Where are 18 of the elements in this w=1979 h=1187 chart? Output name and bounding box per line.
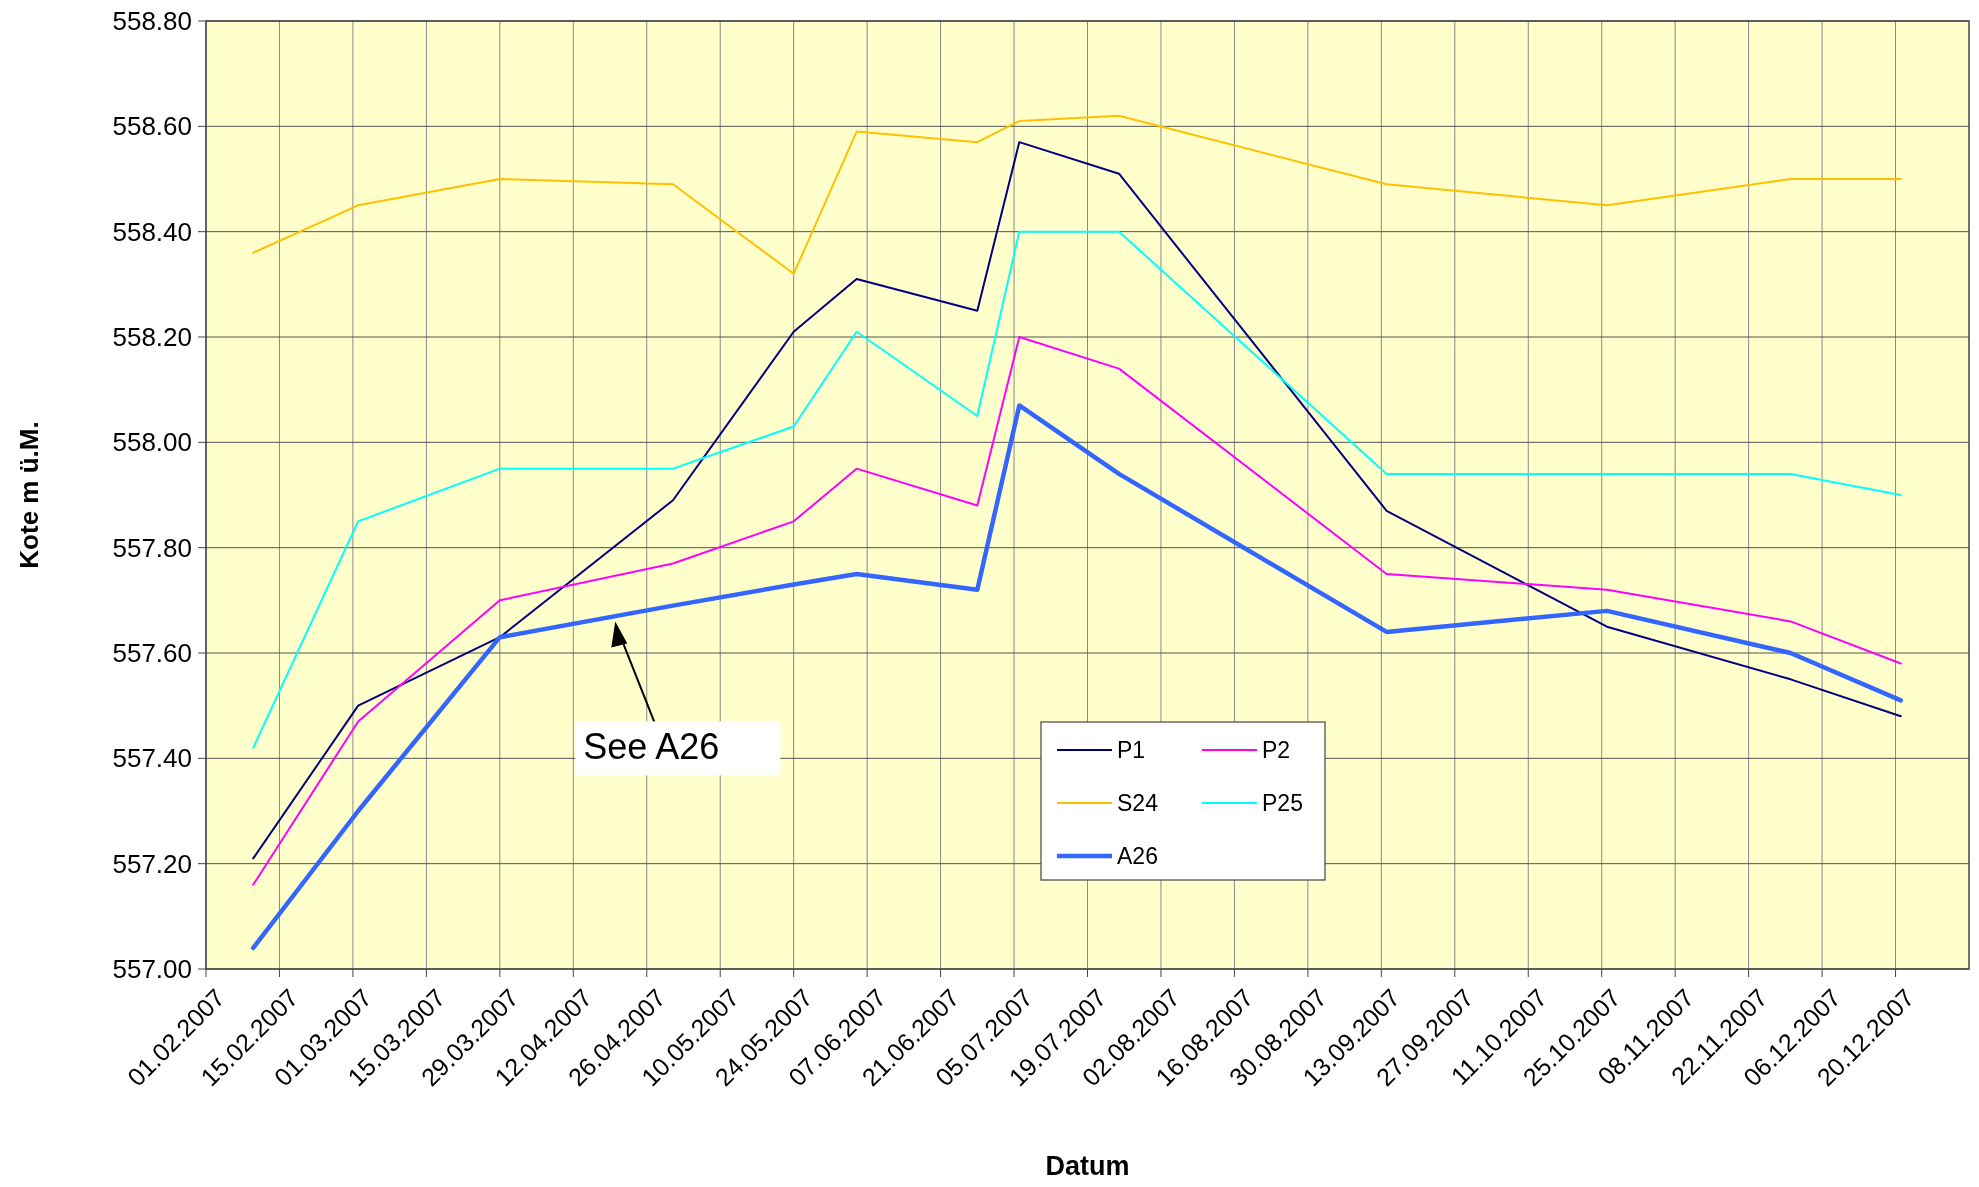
y-tick-label: 558.80 bbox=[112, 6, 192, 37]
y-tick-label: 558.40 bbox=[112, 216, 192, 247]
y-tick-label: 558.00 bbox=[112, 427, 192, 458]
y-axis-title: Kote m ü.M. bbox=[14, 421, 44, 569]
legend-label: P25 bbox=[1262, 790, 1303, 817]
y-tick-label: 557.40 bbox=[112, 743, 192, 774]
x-axis-title: Datum bbox=[1045, 1151, 1130, 1181]
legend-label: P2 bbox=[1262, 737, 1291, 764]
y-tick-label: 558.60 bbox=[112, 111, 192, 142]
legend-label: P1 bbox=[1117, 737, 1146, 764]
y-tick-label: 557.80 bbox=[112, 532, 192, 563]
y-tick-label: 557.20 bbox=[112, 848, 192, 879]
legend-label: A26 bbox=[1117, 843, 1158, 870]
y-tick-label: 557.60 bbox=[112, 638, 192, 669]
annotation: See A26 bbox=[583, 726, 720, 768]
y-tick-label: 557.00 bbox=[112, 954, 192, 985]
legend-label: S24 bbox=[1117, 790, 1159, 817]
y-tick-label: 558.20 bbox=[112, 322, 192, 353]
